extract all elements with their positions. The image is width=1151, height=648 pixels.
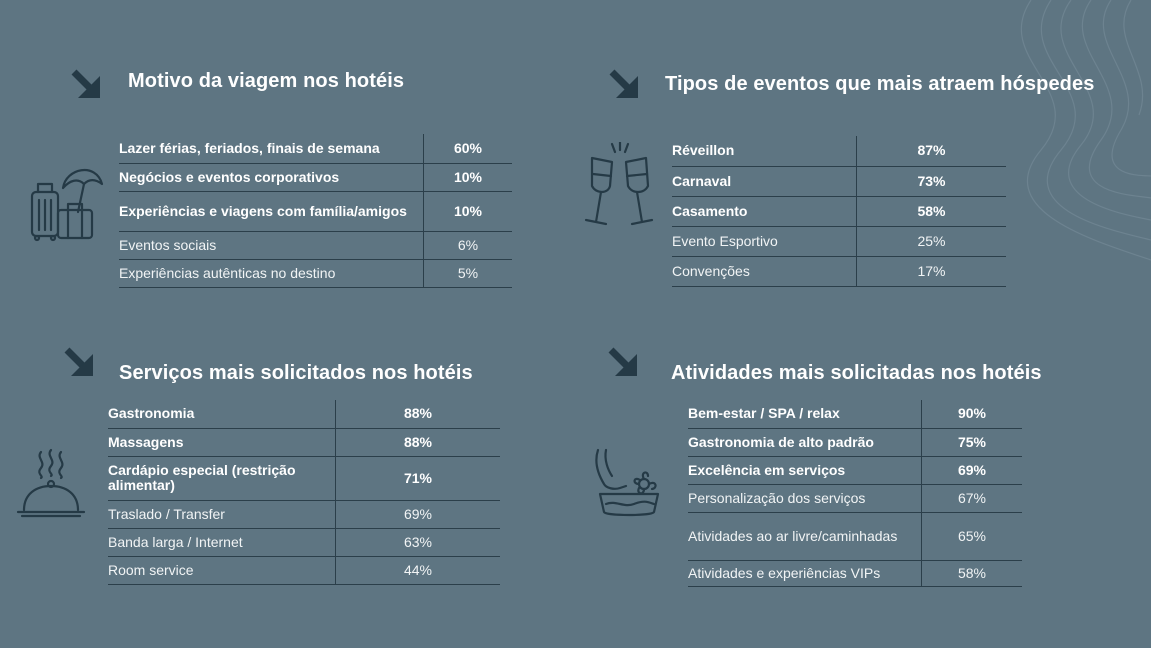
row-value: 6%: [423, 231, 512, 260]
row-value: 10%: [423, 191, 512, 232]
row-value: 25%: [856, 226, 1006, 257]
table-row: Atividades ao ar livre/caminhadas 65%: [688, 512, 1022, 561]
table-row: Evento Esportivo 25%: [672, 226, 1006, 257]
row-label: Excelência em serviços: [688, 456, 922, 485]
table-eventos: Réveillon 87% Carnaval 73% Casamento 58% Event…: [672, 136, 1006, 287]
section-title-motivo: Motivo da viagem nos hotéis: [128, 70, 405, 92]
row-value: 65%: [921, 512, 1022, 561]
row-label: Casamento: [672, 196, 857, 227]
row-value: 73%: [856, 166, 1006, 197]
row-value: 58%: [921, 560, 1022, 587]
table-row: Casamento 58%: [672, 196, 1006, 227]
table-row: Cardápio especial (restrição alimentar) 7…: [108, 456, 500, 501]
row-value: 60%: [423, 134, 512, 164]
champagne-toast-icon: [584, 142, 654, 226]
table-row: Massagens 88%: [108, 428, 500, 457]
table-servicos: Gastronomia 88% Massagens 88% Cardápio espec…: [108, 400, 500, 585]
row-value: 71%: [335, 456, 500, 501]
row-label: Convenções: [672, 256, 857, 287]
row-value: 88%: [335, 400, 500, 429]
table-row: Réveillon 87%: [672, 136, 1006, 167]
table-row: Atividades e experiências VIPs 58%: [688, 560, 1022, 587]
table-row: Traslado / Transfer 69%: [108, 500, 500, 529]
arrow-down-right-icon: [71, 69, 100, 98]
row-value: 69%: [335, 500, 500, 529]
table-row: Negócios e eventos corporativos 10%: [119, 163, 512, 192]
row-label: Gastronomia: [108, 400, 336, 429]
table-row: Eventos sociais 6%: [119, 231, 512, 260]
spa-foot-bath-icon: [595, 448, 660, 517]
table-row: Bem-estar / SPA / relax 90%: [688, 400, 1022, 429]
row-label: Carnaval: [672, 166, 857, 197]
row-label: Gastronomia de alto padrão: [688, 428, 922, 457]
row-value: 75%: [921, 428, 1022, 457]
row-label: Atividades e experiências VIPs: [688, 560, 922, 587]
row-value: 58%: [856, 196, 1006, 227]
row-label: Room service: [108, 556, 336, 585]
section-title-eventos: Tipos de eventos que mais atraem hóspede…: [665, 73, 1095, 95]
row-value: 17%: [856, 256, 1006, 287]
table-atividades: Bem-estar / SPA / relax 90% Gastronomia de…: [688, 400, 1022, 587]
row-label: Personalização dos serviços: [688, 484, 922, 513]
luggage-umbrella-icon: [30, 168, 104, 242]
table-body: Réveillon 87% Carnaval 73% Casamento 58% Event…: [672, 136, 1006, 287]
row-label: Experiências e viagens com família/amigo…: [119, 191, 424, 232]
row-label: Evento Esportivo: [672, 226, 857, 257]
section-title-atividades: Atividades mais solicitadas nos hotéis: [671, 362, 1042, 384]
table-row: Experiências autênticas no destino 5%: [119, 259, 512, 288]
row-label: Banda larga / Internet: [108, 528, 336, 557]
row-value: 5%: [423, 259, 512, 288]
food-cloche-icon: [16, 448, 86, 518]
row-label: Réveillon: [672, 136, 857, 167]
row-value: 87%: [856, 136, 1006, 167]
row-label: Atividades ao ar livre/caminhadas: [688, 512, 922, 561]
table-body: Bem-estar / SPA / relax 90% Gastronomia de…: [688, 400, 1022, 587]
table-row: Personalização dos serviços 67%: [688, 484, 1022, 513]
table-row: Gastronomia de alto padrão 75%: [688, 428, 1022, 457]
table-row: Convenções 17%: [672, 256, 1006, 287]
row-label: Traslado / Transfer: [108, 500, 336, 529]
row-value: 63%: [335, 528, 500, 557]
row-value: 10%: [423, 163, 512, 192]
contour-lines-decoration: [1020, 0, 1151, 261]
arrow-down-right-icon: [609, 69, 638, 98]
table-row: Banda larga / Internet 63%: [108, 528, 500, 557]
section-title-servicos: Serviços mais solicitados nos hotéis: [119, 362, 473, 384]
row-label: Lazer férias, feriados, finais de semana: [119, 134, 424, 164]
arrow-down-right-icon: [64, 347, 93, 376]
table-row: Lazer férias, feriados, finais de semana…: [119, 134, 512, 164]
table-row: Excelência em serviços 69%: [688, 456, 1022, 485]
row-label: Massagens: [108, 428, 336, 457]
table-row: Room service 44%: [108, 556, 500, 585]
row-value: 88%: [335, 428, 500, 457]
row-value: 90%: [921, 400, 1022, 429]
table-row: Experiências e viagens com família/amigo…: [119, 191, 512, 232]
table-body: Gastronomia 88% Massagens 88% Cardápio espec…: [108, 400, 500, 585]
row-label: Eventos sociais: [119, 231, 424, 260]
row-label: Experiências autênticas no destino: [119, 259, 424, 288]
table-motivo: Lazer férias, feriados, finais de semana…: [119, 134, 512, 288]
table-row: Gastronomia 88%: [108, 400, 500, 429]
row-label: Cardápio especial (restrição alimentar): [108, 456, 336, 501]
row-label: Bem-estar / SPA / relax: [688, 400, 922, 429]
table-row: Carnaval 73%: [672, 166, 1006, 197]
row-label: Negócios e eventos corporativos: [119, 163, 424, 192]
row-value: 44%: [335, 556, 500, 585]
row-value: 69%: [921, 456, 1022, 485]
table-body: Lazer férias, feriados, finais de semana…: [119, 134, 512, 288]
arrow-down-right-icon: [608, 347, 637, 376]
row-value: 67%: [921, 484, 1022, 513]
